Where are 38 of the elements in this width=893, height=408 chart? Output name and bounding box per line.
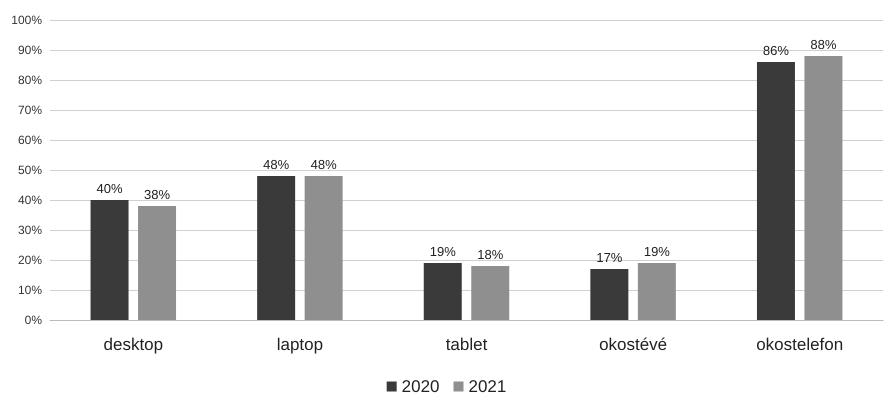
bar [638,263,676,320]
data-label: 40% [96,181,123,196]
data-label: 18% [477,247,504,262]
y-tick-label: 60% [18,133,42,147]
bar [138,206,176,320]
bar [90,200,129,320]
bar [424,263,462,320]
legend-label: 2021 [468,377,506,396]
x-tick-label: okostévé [599,335,668,354]
legend-label: 2020 [402,377,440,396]
bar [590,269,628,320]
y-tick-label: 30% [18,223,42,237]
data-label: 48% [263,157,290,172]
data-label: 86% [762,43,790,58]
data-label: 88% [810,37,837,52]
data-label: 19% [644,244,670,259]
bar [471,266,510,320]
y-tick-label: 90% [18,43,42,57]
data-label: 38% [144,187,170,202]
bar [804,56,842,320]
y-tick-label: 20% [18,253,42,267]
x-tick-label: tablet [446,335,488,354]
bar [304,176,343,320]
x-tick-label: laptop [276,335,324,354]
bar [756,62,795,320]
y-tick-label: 70% [18,103,42,117]
y-tick-label: 80% [18,73,42,87]
y-tick-label: 50% [18,163,42,177]
y-tick-label: 100% [11,13,42,27]
data-label: 48% [310,157,338,172]
y-tick-label: 10% [18,283,42,297]
y-tick-label: 40% [18,193,42,207]
x-tick-label: desktop [104,335,164,354]
data-label: 17% [596,250,623,265]
bar [257,176,296,320]
y-tick-label: 0% [24,313,42,327]
x-tick-label: okostelefon [756,335,844,354]
data-label: 19% [430,244,456,259]
